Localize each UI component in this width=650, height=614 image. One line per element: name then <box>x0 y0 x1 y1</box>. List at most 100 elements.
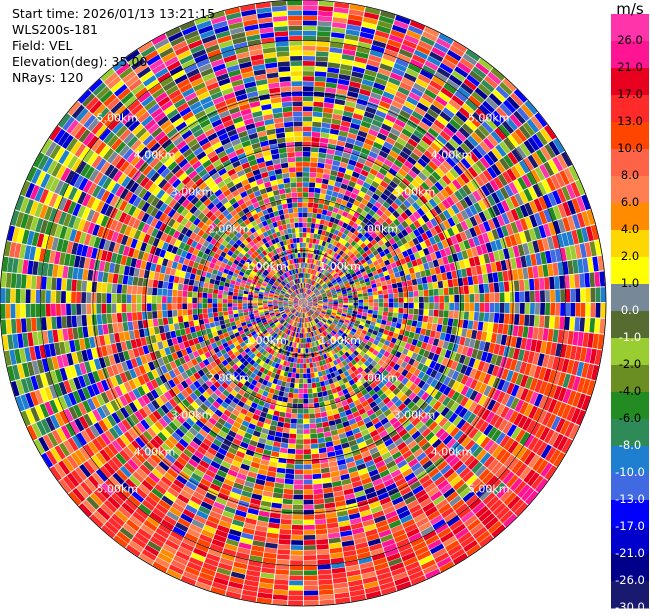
velocity-gate <box>434 310 439 317</box>
velocity-gate <box>273 410 280 416</box>
velocity-gate <box>473 275 479 284</box>
velocity-gate <box>327 390 333 396</box>
velocity-gate <box>326 154 334 160</box>
velocity-gate <box>288 398 293 403</box>
velocity-gate <box>367 313 372 317</box>
velocity-gate <box>303 444 310 449</box>
velocity-gate <box>534 278 540 290</box>
velocity-gate <box>343 298 348 301</box>
velocity-gate <box>409 291 414 297</box>
velocity-gate <box>294 490 303 495</box>
velocity-gate <box>295 454 303 459</box>
velocity-gate <box>282 397 288 403</box>
velocity-gate <box>414 297 419 303</box>
velocity-gate <box>269 518 280 524</box>
velocity-gate <box>290 429 297 434</box>
velocity-gate <box>292 368 296 373</box>
velocity-gate <box>444 295 449 302</box>
velocity-gate <box>325 503 336 509</box>
velocity-gate <box>363 293 368 297</box>
velocity-gate <box>427 276 433 283</box>
velocity-gate <box>303 21 317 26</box>
velocity-gate <box>303 76 314 81</box>
velocity-gate <box>446 272 452 280</box>
velocity-gate <box>464 312 469 320</box>
velocity-gate <box>434 303 439 310</box>
velocity-gate <box>315 77 326 82</box>
velocity-gate <box>393 288 398 293</box>
velocity-gate <box>408 314 413 320</box>
velocity-gate <box>314 82 325 88</box>
velocity-gate <box>317 554 330 560</box>
velocity-gate <box>444 288 449 296</box>
velocity-gate <box>591 303 596 317</box>
velocity-gate <box>303 273 305 278</box>
velocity-gate <box>307 218 312 223</box>
velocity-gate <box>383 290 388 295</box>
velocity-gate <box>305 263 307 268</box>
velocity-gate <box>540 290 545 302</box>
velocity-gate <box>268 523 280 529</box>
velocity-gate <box>310 228 314 233</box>
velocity-gate <box>535 291 540 303</box>
velocity-gate <box>514 314 520 325</box>
velocity-gate <box>570 289 575 303</box>
velocity-gate <box>303 394 308 399</box>
velocity-gate <box>438 281 444 288</box>
velocity-gate <box>295 464 303 469</box>
velocity-gate <box>314 87 325 93</box>
velocity-gate <box>574 274 580 288</box>
velocity-gate <box>480 294 485 303</box>
velocity-gate <box>596 303 601 318</box>
velocity-gate <box>358 297 363 300</box>
velocity-gate <box>307 223 311 228</box>
velocity-gate <box>316 214 321 219</box>
velocity-gate <box>518 268 524 279</box>
velocity-gate <box>439 288 444 295</box>
velocity-gate <box>560 289 565 302</box>
velocity-gate <box>303 96 313 101</box>
velocity-gate <box>322 391 328 397</box>
velocity-gate <box>318 16 332 22</box>
velocity-gate <box>359 303 364 306</box>
velocity-gate <box>484 313 489 322</box>
velocity-gate <box>298 348 301 353</box>
velocity-gate <box>276 427 283 433</box>
velocity-gate <box>323 483 333 489</box>
velocity-gate <box>288 444 295 449</box>
velocity-gate <box>305 253 308 258</box>
velocity-gate <box>308 398 313 403</box>
velocity-gate <box>320 189 326 195</box>
velocity-gate <box>295 469 303 474</box>
velocity-gate <box>503 271 509 282</box>
velocity-gate <box>320 194 326 200</box>
velocity-gate <box>275 478 284 484</box>
velocity-gate <box>284 484 293 489</box>
velocity-gate <box>469 285 474 294</box>
velocity-gate <box>322 422 329 428</box>
velocity-gate <box>320 133 329 139</box>
velocity-gate <box>326 82 337 88</box>
velocity-gate <box>294 480 303 485</box>
velocity-gate <box>412 279 418 285</box>
velocity-gate <box>454 295 459 303</box>
velocity-gate <box>276 559 289 565</box>
velocity-gate <box>272 498 282 504</box>
velocity-gate <box>389 298 394 302</box>
velocity-gate <box>500 292 505 302</box>
velocity-gate <box>505 303 510 313</box>
velocity-gate <box>343 305 348 308</box>
velocity-gate <box>301 333 303 338</box>
velocity-gate <box>289 367 293 372</box>
velocity-gate <box>290 424 297 429</box>
velocity-gate <box>304 596 319 601</box>
velocity-gate <box>303 187 309 192</box>
velocity-gate <box>430 330 436 338</box>
velocity-gate <box>308 388 313 393</box>
velocity-gate <box>397 318 403 324</box>
velocity-gate <box>306 363 309 368</box>
velocity-gate <box>315 413 321 418</box>
velocity-gate <box>374 299 379 303</box>
velocity-gate <box>312 132 321 137</box>
velocity-gate <box>580 288 585 302</box>
